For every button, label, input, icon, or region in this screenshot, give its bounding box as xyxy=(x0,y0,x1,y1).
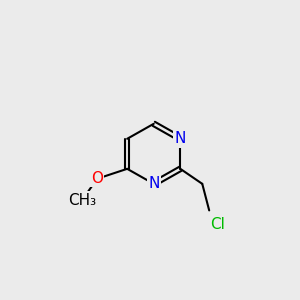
Text: CH₃: CH₃ xyxy=(68,193,96,208)
Text: O: O xyxy=(91,171,103,186)
Text: N: N xyxy=(175,131,186,146)
Text: Cl: Cl xyxy=(210,217,225,232)
Text: N: N xyxy=(148,176,159,191)
